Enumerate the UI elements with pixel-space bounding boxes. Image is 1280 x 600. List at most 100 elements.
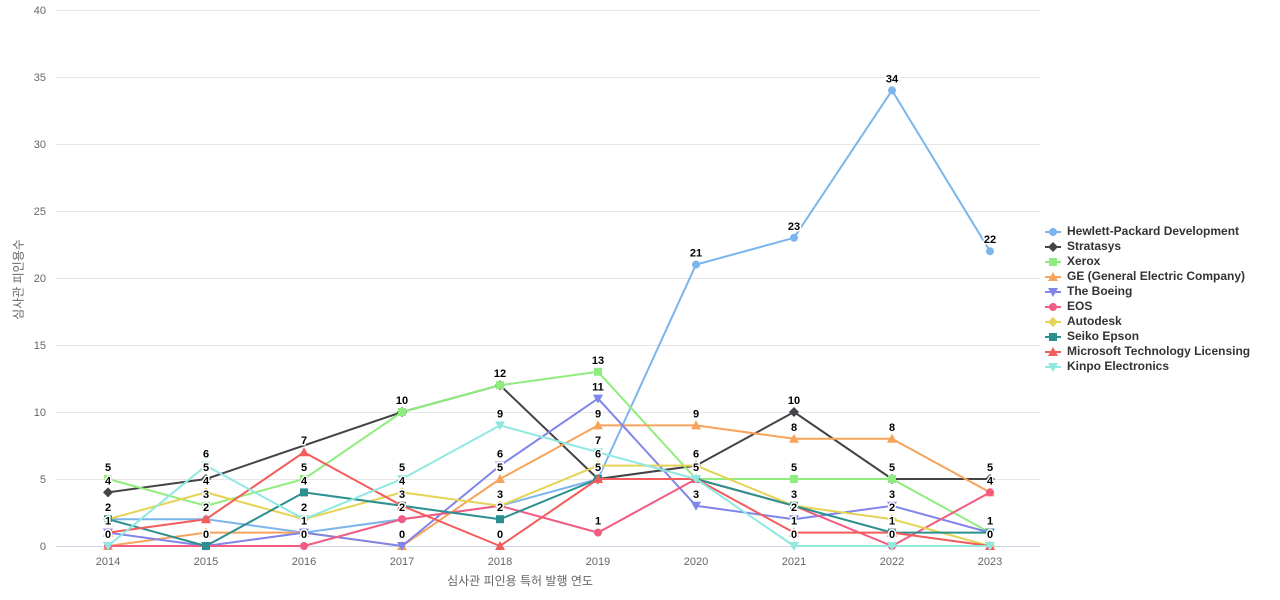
y-tick-label: 40 [34, 5, 46, 17]
legend-marker-icon [1045, 362, 1061, 372]
diamond-marker [985, 474, 995, 484]
triangle-down-marker [103, 542, 113, 551]
data-label: 0 [203, 529, 209, 541]
diamond-marker [397, 487, 407, 498]
legend-item-seiko-epson[interactable]: Seiko Epson [1044, 329, 1250, 344]
diamond-marker [887, 514, 897, 525]
x-axis-title: 심사관 피인용 특허 발행 연도 [447, 574, 593, 588]
triangle-down-marker [593, 448, 603, 458]
triangle-marker [201, 527, 211, 537]
square-marker [104, 515, 112, 524]
circle-marker [986, 488, 994, 497]
data-label: 1 [301, 516, 307, 528]
data-label: 8 [889, 422, 895, 434]
data-label: 2 [105, 502, 111, 514]
legend-label: EOS [1067, 299, 1093, 313]
series-line [107, 451, 991, 547]
triangle-marker [201, 514, 211, 524]
triangle-down-marker [691, 501, 701, 511]
legend-label: GE (General Electric Company) [1067, 269, 1246, 283]
y-tick-label: 0 [40, 541, 46, 553]
data-label: 6 [497, 449, 503, 461]
data-label: 0 [301, 529, 307, 541]
legend-item-ge-general-electric-company[interactable]: GE (General Electric Company) [1044, 269, 1250, 284]
square-marker [202, 501, 210, 510]
triangle-down-marker [299, 528, 309, 538]
data-label: 5 [203, 462, 209, 474]
legend-label: Xerox [1067, 254, 1101, 268]
data-label: 1 [791, 516, 797, 528]
y-tick-label: 30 [34, 139, 46, 151]
y-tick-label: 5 [40, 474, 46, 486]
data-label: 21 [690, 248, 702, 260]
legend-item-autodesk[interactable]: Autodesk [1044, 314, 1250, 329]
data-label: 1 [105, 516, 111, 528]
triangle-down-marker [887, 501, 897, 511]
data-label: 3 [889, 489, 895, 501]
square-marker [1049, 257, 1057, 266]
data-label: 23 [788, 221, 800, 233]
data-label: 9 [497, 408, 503, 420]
diamond-marker [1048, 241, 1058, 252]
square-marker [300, 475, 308, 483]
diamond-marker [103, 487, 113, 498]
legend-item-microsoft-technology-licensing[interactable]: Microsoft Technology Licensing [1044, 344, 1250, 359]
data-label: 1 [595, 516, 601, 528]
data-label: 0 [497, 529, 503, 541]
circle-marker [398, 515, 406, 524]
triangle-marker [1048, 271, 1058, 281]
circle-marker [692, 260, 700, 269]
legend-label: Seiko Epson [1067, 329, 1140, 343]
triangle-down-marker [495, 421, 505, 431]
series-line [108, 478, 991, 547]
data-label: 4 [301, 475, 308, 487]
y-tick-label: 35 [34, 72, 46, 84]
data-label: 2 [399, 502, 405, 514]
x-tick-label: 2015 [194, 556, 218, 568]
diamond-marker [691, 460, 701, 471]
data-label: 5 [301, 462, 307, 474]
x-tick-label: 2021 [782, 556, 806, 568]
x-tick-label: 2016 [292, 556, 316, 568]
legend-item-eos[interactable]: EOS [1044, 299, 1250, 314]
series-line [107, 424, 991, 547]
y-tick-label: 15 [34, 340, 46, 352]
diamond-marker [593, 460, 603, 471]
data-label: 8 [791, 422, 797, 434]
circle-marker [1049, 227, 1057, 236]
x-tick-label: 2022 [880, 556, 904, 568]
data-label: 2 [791, 502, 797, 514]
triangle-down-marker [887, 542, 897, 551]
data-label: 10 [396, 395, 408, 407]
legend-marker-icon [1045, 316, 1061, 327]
legend-item-stratasys[interactable]: Stratasys [1044, 239, 1250, 254]
data-label: 10 [788, 395, 800, 407]
data-label: 2 [889, 502, 895, 514]
square-marker [202, 542, 210, 550]
y-tick-label: 20 [34, 273, 46, 285]
diamond-marker [201, 487, 211, 498]
data-label: 5 [791, 462, 797, 474]
square-marker [496, 515, 504, 524]
data-label: 4 [203, 475, 210, 487]
legend-item-the-boeing[interactable]: The Boeing [1044, 284, 1250, 299]
triangle-marker [887, 527, 897, 537]
series-the-boeing [103, 394, 995, 551]
y-axis-title: 심사관 피인용수 [11, 239, 26, 320]
data-label: 3 [399, 489, 405, 501]
triangle-down-marker [1048, 362, 1058, 372]
data-label: 7 [595, 435, 601, 447]
triangle-down-marker [1048, 287, 1058, 297]
legend-item-kinpo-electronics[interactable]: Kinpo Electronics [1044, 359, 1250, 374]
data-label: 5 [497, 462, 503, 474]
data-label: 5 [105, 462, 111, 474]
legend-label: Stratasys [1067, 239, 1122, 253]
legend-item-xerox[interactable]: Xerox [1044, 254, 1250, 269]
data-label: 2 [497, 502, 503, 514]
legend-item-hewlett-packard-development[interactable]: Hewlett-Packard Development [1044, 224, 1250, 239]
data-label: 6 [693, 449, 699, 461]
triangle-marker [789, 433, 799, 443]
circle-marker [790, 233, 798, 242]
data-label: 4 [399, 475, 406, 487]
